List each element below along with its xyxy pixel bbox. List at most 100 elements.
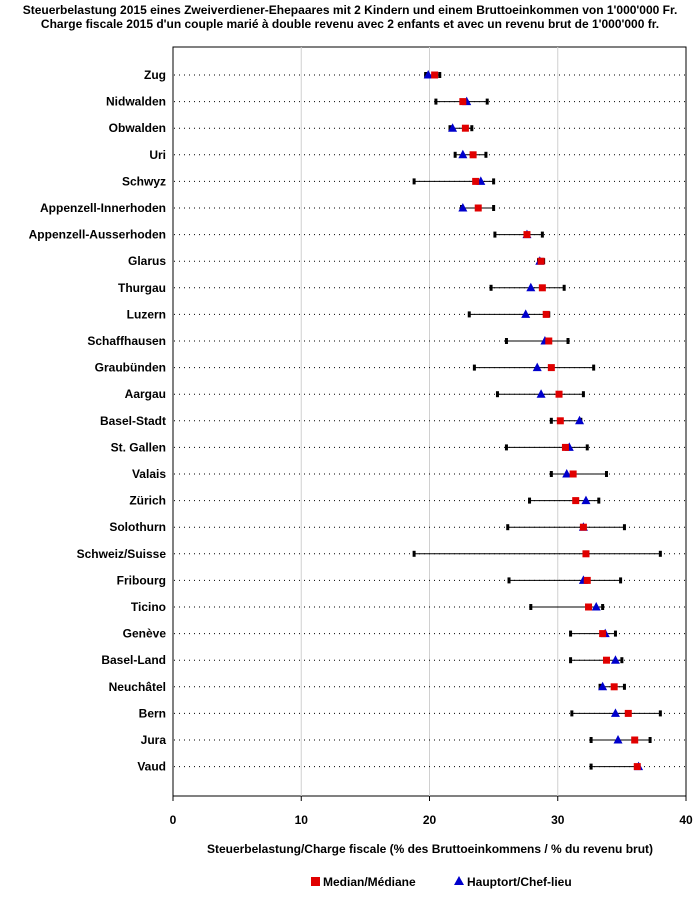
median-marker xyxy=(461,124,469,132)
median-marker xyxy=(545,337,553,345)
range-max-cap xyxy=(492,205,496,211)
range-min-cap xyxy=(529,604,533,610)
median-marker xyxy=(602,656,610,664)
median-marker xyxy=(538,284,546,292)
legend-capital-label: Hauptort/Chef-lieu xyxy=(467,875,572,889)
capital-marker xyxy=(521,309,531,318)
legend-median-label: Median/Médiane xyxy=(323,875,416,889)
x-tick-label: 40 xyxy=(679,813,693,827)
category-label: Thurgau xyxy=(118,281,166,295)
range-min-cap xyxy=(453,151,457,158)
range-max-cap xyxy=(658,710,662,717)
range-min-cap xyxy=(569,657,573,664)
x-tick-label: 20 xyxy=(423,813,437,827)
category-label: Vaud xyxy=(137,760,166,774)
category-label: Appenzell-Ausserhoden xyxy=(29,228,166,242)
category-label: Uri xyxy=(149,148,166,162)
range-min-cap xyxy=(495,391,499,398)
capital-marker xyxy=(562,469,572,478)
range-max-cap xyxy=(562,284,566,291)
median-marker xyxy=(569,470,577,478)
capital-marker xyxy=(448,123,458,132)
median-marker xyxy=(542,310,550,318)
category-label: Graubünden xyxy=(95,361,166,375)
range-min-cap xyxy=(472,364,476,371)
capital-marker xyxy=(532,362,542,372)
legend-median-marker xyxy=(311,877,320,886)
category-label: Valais xyxy=(132,467,166,481)
median-marker xyxy=(583,576,591,584)
range-min-cap xyxy=(506,524,510,531)
capital-marker xyxy=(458,203,468,212)
range-max-cap xyxy=(619,577,623,584)
median-marker xyxy=(472,177,480,185)
category-label: Glarus xyxy=(128,254,166,268)
median-marker xyxy=(474,204,482,212)
category-label: Nidwalden xyxy=(106,95,166,109)
category-label: Basel-Land xyxy=(101,653,166,667)
range-max-cap xyxy=(470,125,474,132)
median-marker xyxy=(633,763,641,771)
median-marker xyxy=(599,630,607,638)
range-max-cap xyxy=(622,524,626,531)
range-max-cap xyxy=(484,151,488,158)
median-marker xyxy=(523,231,531,239)
legend-capital-marker xyxy=(454,876,464,885)
chart-title-line-2: Charge fiscale 2015 d'un couple marié à … xyxy=(41,17,659,31)
capital-marker xyxy=(458,149,468,159)
range-min-cap xyxy=(504,444,508,451)
range-min-cap xyxy=(570,710,574,717)
median-marker xyxy=(582,550,590,558)
median-marker xyxy=(431,71,439,79)
range-max-cap xyxy=(601,604,605,610)
range-min-cap xyxy=(528,497,532,504)
category-label: Basel-Stadt xyxy=(100,414,166,428)
category-label: Zürich xyxy=(129,494,166,508)
median-marker xyxy=(610,683,618,691)
range-min-cap xyxy=(589,737,593,743)
category-label: Solothurn xyxy=(109,520,166,534)
median-marker xyxy=(547,364,555,372)
median-marker xyxy=(572,497,580,505)
range-max-cap xyxy=(620,657,624,664)
x-tick-label: 30 xyxy=(551,813,565,827)
capital-marker xyxy=(591,602,601,611)
median-marker xyxy=(579,523,587,531)
range-min-cap xyxy=(412,550,416,557)
range-min-cap xyxy=(412,178,416,185)
category-label: Luzern xyxy=(127,307,166,321)
category-label: Fribourg xyxy=(117,573,166,587)
category-label: Schwyz xyxy=(122,174,166,188)
capital-marker xyxy=(598,681,608,691)
median-marker xyxy=(631,736,639,744)
x-tick-label: 10 xyxy=(295,813,309,827)
range-max-cap xyxy=(492,178,496,185)
capital-marker xyxy=(526,282,536,292)
range-max-cap xyxy=(597,497,601,504)
median-marker xyxy=(555,390,563,398)
range-min-cap xyxy=(507,577,511,584)
range-max-cap xyxy=(592,364,596,371)
range-max-cap xyxy=(438,72,442,78)
range-max-cap xyxy=(581,391,585,398)
range-min-cap xyxy=(467,311,471,318)
median-marker xyxy=(624,709,632,717)
category-label: Bern xyxy=(139,706,166,720)
capital-marker xyxy=(423,70,433,79)
median-marker xyxy=(556,417,564,425)
range-max-cap xyxy=(658,550,662,557)
range-min-cap xyxy=(589,763,593,770)
median-marker xyxy=(537,257,545,265)
category-label: Aargau xyxy=(125,387,166,401)
x-tick-label: 0 xyxy=(170,813,177,827)
median-marker xyxy=(585,603,593,611)
category-label: Jura xyxy=(141,733,167,747)
range-max-cap xyxy=(485,98,489,105)
category-label: Schaffhausen xyxy=(87,334,166,348)
range-min-cap xyxy=(434,98,438,105)
range-max-cap xyxy=(604,471,608,477)
range-min-cap xyxy=(489,284,493,291)
category-label: Zug xyxy=(144,68,166,82)
range-max-cap xyxy=(566,338,570,344)
range-min-cap xyxy=(549,417,553,424)
